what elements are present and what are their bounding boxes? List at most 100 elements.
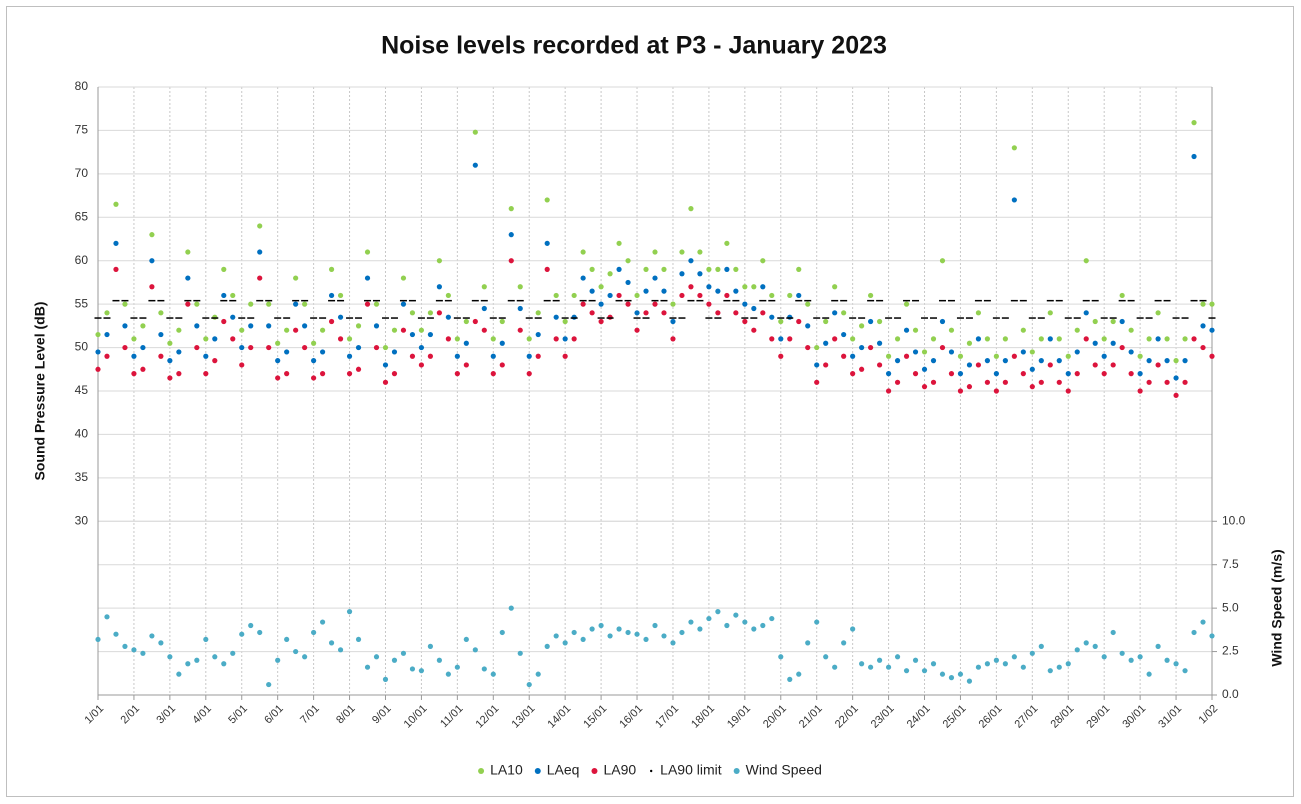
point xyxy=(391,349,398,355)
point xyxy=(912,657,919,663)
point xyxy=(769,292,775,299)
point xyxy=(526,353,532,359)
point xyxy=(580,636,586,643)
point xyxy=(1191,629,1197,636)
point xyxy=(1029,366,1035,372)
point xyxy=(302,654,308,660)
point xyxy=(625,258,631,264)
point xyxy=(787,292,793,299)
point xyxy=(1101,353,1107,359)
point xyxy=(311,340,317,346)
point xyxy=(823,318,829,325)
point xyxy=(697,249,703,255)
point xyxy=(409,353,416,359)
point xyxy=(553,292,559,299)
point xyxy=(661,633,667,639)
point xyxy=(1101,336,1107,342)
legend-marker xyxy=(649,769,653,773)
point xyxy=(778,318,784,325)
point xyxy=(1128,371,1134,377)
point xyxy=(868,664,874,670)
point xyxy=(724,292,730,299)
point xyxy=(634,631,640,637)
point xyxy=(966,340,973,346)
point xyxy=(167,340,173,346)
point xyxy=(814,619,820,625)
point xyxy=(742,619,748,625)
point xyxy=(481,666,487,672)
point xyxy=(1065,661,1071,667)
point xyxy=(769,615,775,622)
point xyxy=(445,336,451,342)
point xyxy=(850,336,856,342)
point xyxy=(1056,336,1062,342)
point xyxy=(975,336,982,342)
point xyxy=(796,671,802,677)
point xyxy=(1074,647,1080,653)
point xyxy=(814,362,820,368)
point xyxy=(104,310,110,316)
point xyxy=(894,654,901,660)
point xyxy=(517,284,523,290)
point xyxy=(751,305,757,312)
point xyxy=(553,336,559,342)
point xyxy=(311,375,317,381)
point xyxy=(975,664,982,670)
point xyxy=(239,327,245,333)
point xyxy=(903,301,910,307)
point xyxy=(1155,336,1161,342)
legend-marker xyxy=(591,768,598,774)
point xyxy=(1083,310,1089,316)
point xyxy=(104,614,110,620)
point xyxy=(930,358,937,364)
legend-item: LA90 limit xyxy=(649,762,722,778)
point xyxy=(769,314,775,320)
point xyxy=(337,292,344,299)
point xyxy=(966,362,973,368)
point xyxy=(418,327,425,333)
point xyxy=(1011,145,1017,151)
point xyxy=(1200,301,1206,307)
point xyxy=(113,631,119,637)
point xyxy=(275,375,281,381)
point xyxy=(1155,362,1161,368)
point xyxy=(1092,643,1098,649)
point xyxy=(239,362,245,368)
point xyxy=(104,331,110,338)
point xyxy=(1110,340,1116,346)
point xyxy=(975,362,982,368)
point xyxy=(1047,362,1053,368)
point xyxy=(823,362,829,368)
point xyxy=(1164,358,1170,364)
point xyxy=(436,657,442,663)
point xyxy=(1200,323,1206,329)
point xyxy=(894,358,901,364)
point xyxy=(948,349,955,355)
point xyxy=(903,668,910,674)
point xyxy=(778,353,784,359)
point xyxy=(760,284,766,290)
point xyxy=(1173,661,1179,667)
point xyxy=(1092,340,1098,346)
point xyxy=(418,344,425,351)
point xyxy=(1164,336,1170,342)
point xyxy=(562,353,568,359)
point xyxy=(778,336,784,342)
y2-axis-title: Wind Speed (m/s) xyxy=(1269,549,1285,666)
point xyxy=(293,275,299,281)
point xyxy=(751,626,757,632)
point xyxy=(1020,327,1026,333)
point xyxy=(95,349,101,355)
point xyxy=(670,318,676,325)
point xyxy=(122,323,128,329)
point xyxy=(760,258,766,264)
point xyxy=(571,292,577,299)
point xyxy=(984,358,991,364)
legend-item: LAeq xyxy=(534,762,579,778)
y-tick-label: 70 xyxy=(75,166,89,180)
point xyxy=(176,671,182,677)
point xyxy=(481,327,487,333)
point xyxy=(149,232,155,238)
point xyxy=(778,654,784,660)
